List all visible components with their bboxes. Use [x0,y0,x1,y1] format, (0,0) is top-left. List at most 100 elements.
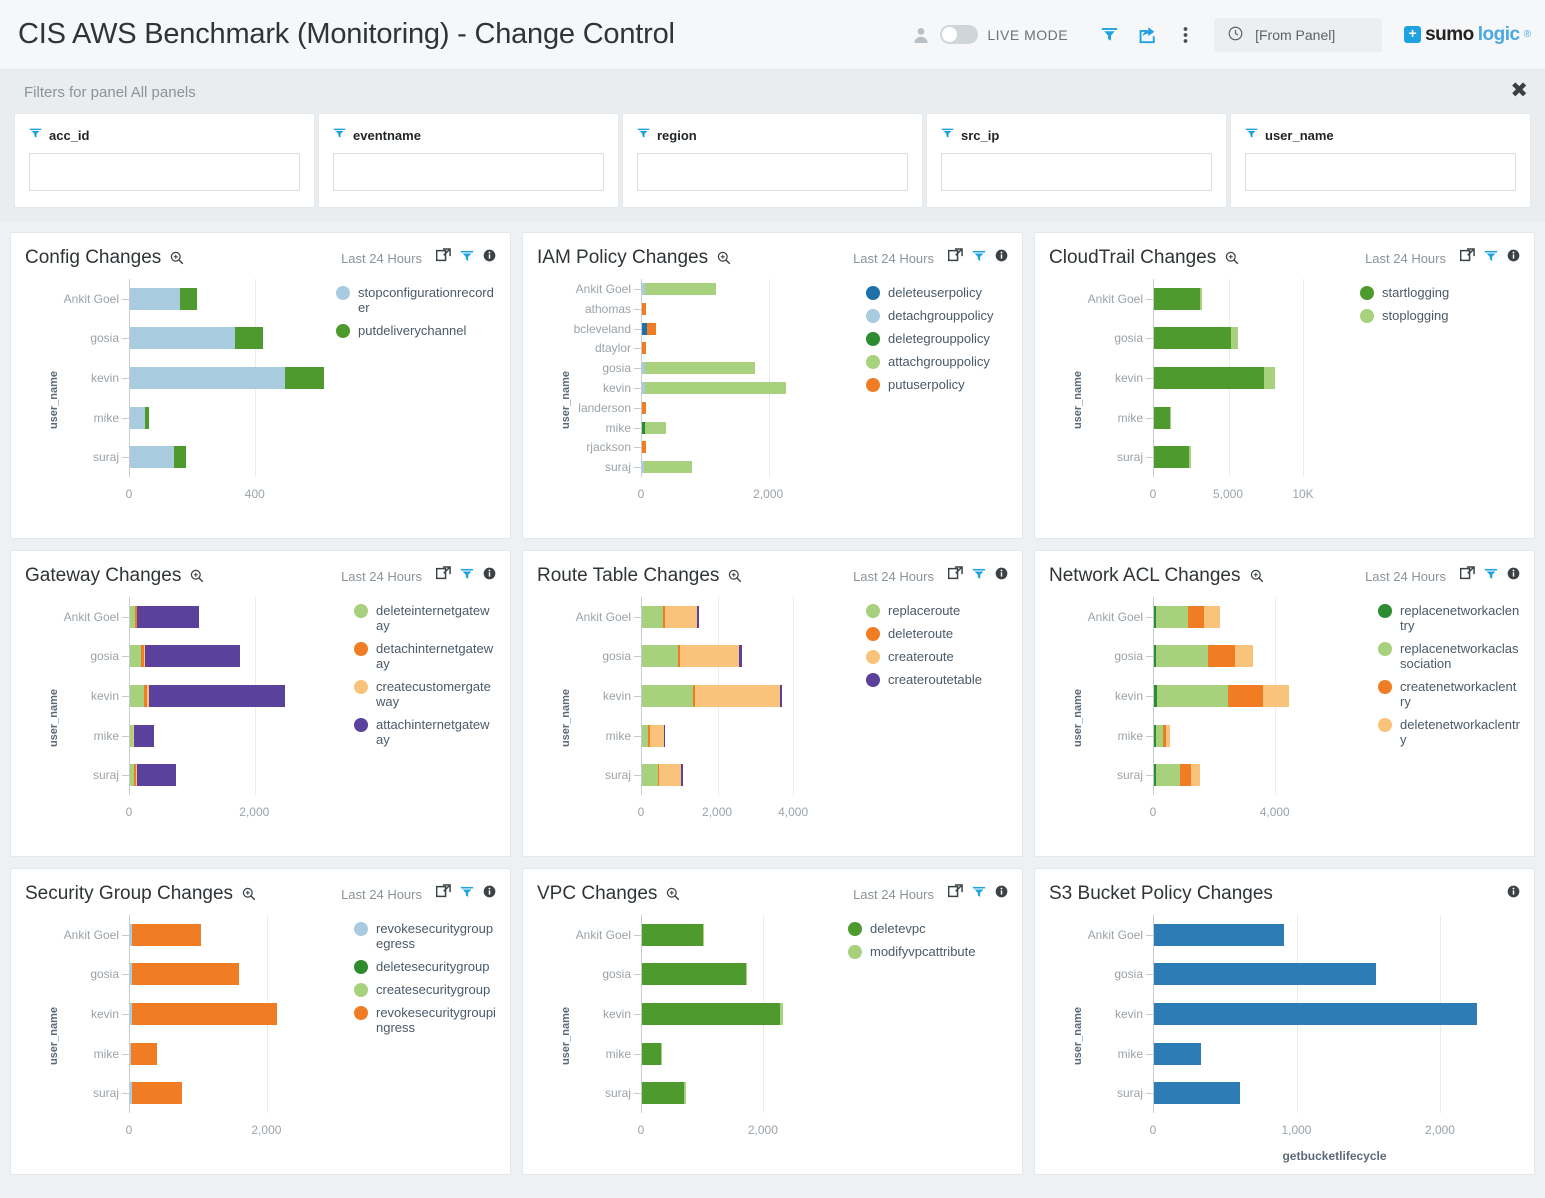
zoom-in-icon[interactable] [666,887,680,901]
bar-segment[interactable] [642,282,645,295]
bar-row[interactable] [130,645,342,668]
bar-segment[interactable] [130,764,135,787]
bar-segment[interactable] [130,923,132,946]
bar-segment[interactable] [1154,685,1158,707]
bar-row[interactable] [1154,1003,1516,1025]
bar-segment[interactable] [130,605,135,628]
bar-row[interactable] [642,421,854,434]
bar-row[interactable] [1154,724,1366,747]
expand-icon[interactable] [947,566,963,586]
bar-row[interactable] [642,461,854,474]
bar-segment[interactable] [134,764,137,787]
bar-segment[interactable] [131,923,201,946]
bar-segment[interactable] [1154,446,1189,469]
live-mode-toggle[interactable] [940,25,979,44]
bar-row[interactable] [642,342,854,355]
bar-segment[interactable] [130,1082,132,1105]
expand-icon[interactable] [435,884,451,904]
legend-item[interactable]: replacenetworkaclentry [1378,603,1520,633]
legend-item[interactable]: stopconfigurationrecorder [336,285,496,315]
bar-segment[interactable] [664,605,698,628]
bar-segment[interactable] [642,923,703,946]
bar-segment[interactable] [140,645,144,668]
bar-segment[interactable] [1179,764,1192,787]
bar-segment[interactable] [642,963,746,986]
bar-segment[interactable] [133,724,155,747]
bar-segment[interactable] [642,685,694,707]
bar-segment[interactable] [642,302,647,315]
legend-item[interactable]: revokesecuritygroupingress [354,1005,496,1035]
bar-row[interactable] [642,1042,836,1065]
legend-item[interactable]: attachgrouppolicy [866,354,1008,369]
filter-icon[interactable] [972,249,986,268]
bar-segment[interactable] [1234,645,1254,668]
bar-segment[interactable] [642,1082,685,1105]
bar-row[interactable] [642,362,854,375]
bar-segment[interactable] [659,764,682,787]
filter-icon[interactable] [460,885,474,904]
bar-segment[interactable] [1156,645,1208,668]
bar-segment[interactable] [143,645,145,668]
bar-segment[interactable] [147,685,149,707]
zoom-in-icon[interactable] [1250,569,1264,583]
bar-segment[interactable] [131,1042,157,1065]
expand-icon[interactable] [1459,566,1475,586]
bar-segment[interactable] [648,724,651,747]
bar-segment[interactable] [137,764,177,787]
bar-segment[interactable] [643,461,692,474]
bar-row[interactable] [130,764,342,787]
bar-segment[interactable] [1154,1003,1478,1025]
bar-segment[interactable] [780,1003,783,1025]
filter-icon[interactable] [1094,20,1124,50]
bar-row[interactable] [642,1003,836,1025]
expand-icon[interactable] [435,566,451,586]
expand-icon[interactable] [435,248,451,268]
legend-item[interactable]: deleteuserpolicy [866,285,1008,300]
bar-segment[interactable] [663,605,665,628]
bar-segment[interactable] [1156,764,1180,787]
bar-row[interactable] [1154,406,1348,429]
bar-row[interactable] [130,367,324,389]
legend-item[interactable]: putuserpolicy [866,377,1008,392]
bar-segment[interactable] [1154,287,1200,310]
bar-row[interactable] [642,401,854,414]
share-icon[interactable] [1132,20,1162,50]
legend-item[interactable]: stoplogging [1360,308,1520,323]
bar-segment[interactable] [650,724,665,747]
bar-row[interactable] [1154,327,1348,350]
bar-segment[interactable] [180,287,198,310]
bar-segment[interactable] [697,605,699,628]
zoom-in-icon[interactable] [190,569,204,583]
bar-segment[interactable] [130,645,141,668]
bar-segment[interactable] [131,1082,183,1105]
bar-segment[interactable] [130,327,235,350]
legend-item[interactable]: detachgrouppolicy [866,308,1008,323]
bar-segment[interactable] [148,685,285,707]
bar-row[interactable] [1154,1082,1516,1105]
bar-segment[interactable] [134,605,137,628]
info-icon[interactable] [995,249,1008,267]
bar-row[interactable] [130,1003,342,1025]
expand-icon[interactable] [1459,248,1475,268]
bar-segment[interactable] [644,362,756,375]
bar-segment[interactable] [143,685,148,707]
legend-item[interactable]: deleteinternetgateway [354,603,496,633]
filter-icon[interactable] [1484,567,1498,586]
bar-row[interactable] [642,764,854,787]
bar-row[interactable] [1154,685,1366,707]
info-icon[interactable] [995,885,1008,903]
bar-row[interactable] [642,1082,836,1105]
bar-row[interactable] [642,605,854,628]
bar-row[interactable] [130,605,342,628]
bar-segment[interactable] [642,441,647,454]
legend-item[interactable]: deletegrouppolicy [866,331,1008,346]
bar-segment[interactable] [1157,685,1229,707]
legend-item[interactable]: replacenetworkaclassociation [1378,641,1520,671]
bar-segment[interactable] [745,963,748,986]
filter-icon[interactable] [972,567,986,586]
info-icon[interactable] [483,249,496,267]
legend-item[interactable]: attachinternetgateway [354,717,496,747]
close-icon[interactable]: ✖ [1510,79,1528,102]
bar-segment[interactable] [684,1082,686,1105]
legend-item[interactable]: createnetworkaclentry [1378,679,1520,709]
